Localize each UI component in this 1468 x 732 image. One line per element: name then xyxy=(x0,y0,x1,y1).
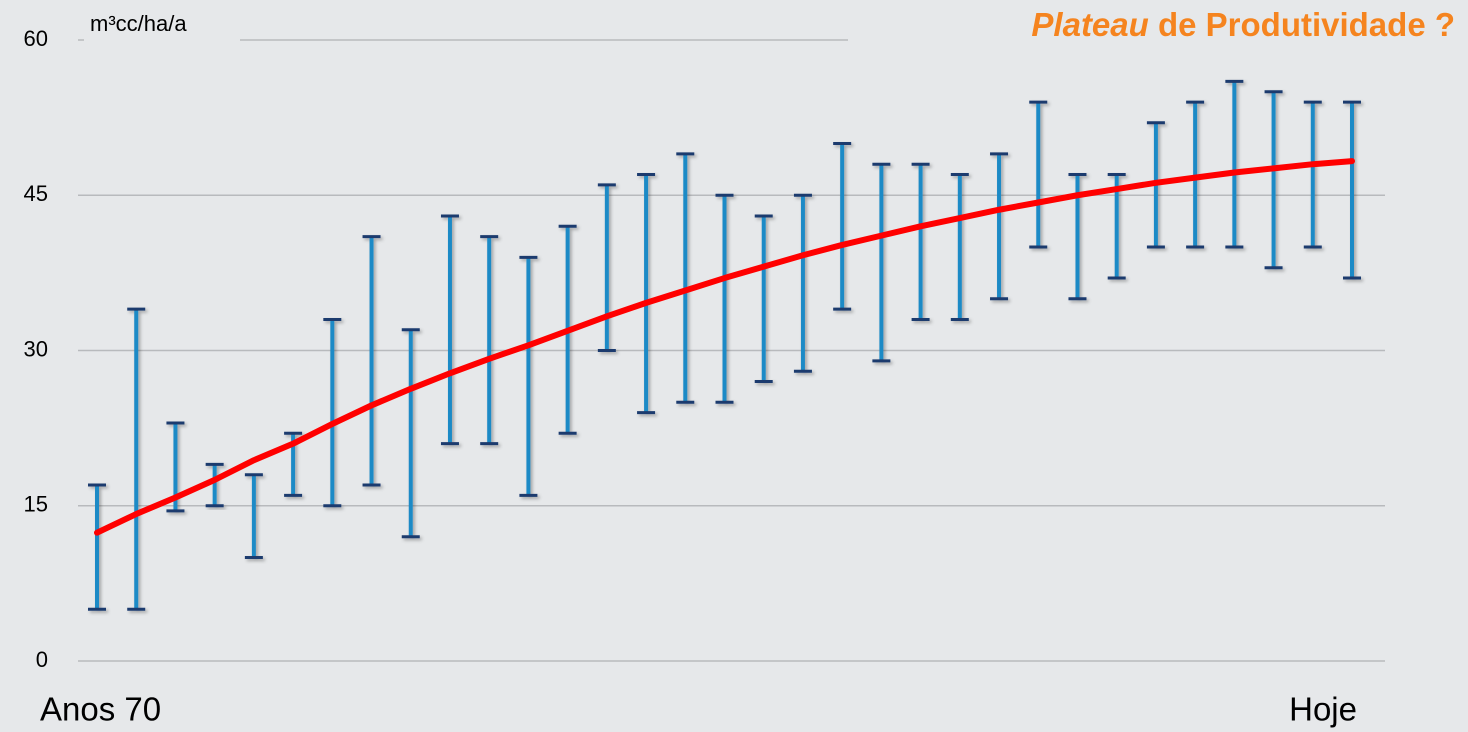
range-bar xyxy=(1264,90,1283,270)
range-bar xyxy=(127,307,146,611)
y-tick-label: 0 xyxy=(36,647,48,672)
range-bar xyxy=(205,462,224,508)
range-bar xyxy=(323,317,342,508)
range-bar xyxy=(833,142,852,311)
y-axis-label: m³cc/ha/a xyxy=(90,11,187,36)
range-bar xyxy=(754,214,773,384)
grid xyxy=(78,39,1385,662)
title-bg xyxy=(848,8,1468,48)
range-bar xyxy=(597,183,616,352)
range-bar xyxy=(676,152,695,404)
y-tick-label: 15 xyxy=(24,492,48,517)
range-bar xyxy=(1343,100,1361,280)
range-bar xyxy=(480,235,499,446)
range-bar xyxy=(637,173,656,415)
range-bar xyxy=(519,255,538,497)
y-tick-label: 45 xyxy=(24,181,48,206)
label-bg xyxy=(84,8,240,42)
range-bar xyxy=(244,473,263,559)
range-bar xyxy=(440,214,459,446)
range-bar xyxy=(362,235,381,487)
trend-line xyxy=(94,158,1355,536)
chart-title: Plateau de Produtividade ? xyxy=(1031,6,1455,43)
y-tick-label: 30 xyxy=(24,336,48,361)
range-bar xyxy=(88,483,106,611)
range-bar xyxy=(401,328,420,539)
range-bar xyxy=(1225,79,1244,249)
range-bar xyxy=(1303,100,1322,249)
range-bar xyxy=(872,162,891,363)
x-tick-label: Anos 70 xyxy=(40,691,161,728)
range-bar xyxy=(990,152,1009,301)
y-tick-label: 60 xyxy=(24,26,48,51)
range-bar xyxy=(911,162,930,321)
range-bar xyxy=(1186,100,1205,249)
range-bar xyxy=(715,193,734,404)
range-bar xyxy=(793,193,812,373)
range-bar xyxy=(950,173,969,321)
x-tick-label: Hoje xyxy=(1289,691,1357,728)
range-bar xyxy=(1029,100,1048,249)
marks xyxy=(88,79,1361,611)
